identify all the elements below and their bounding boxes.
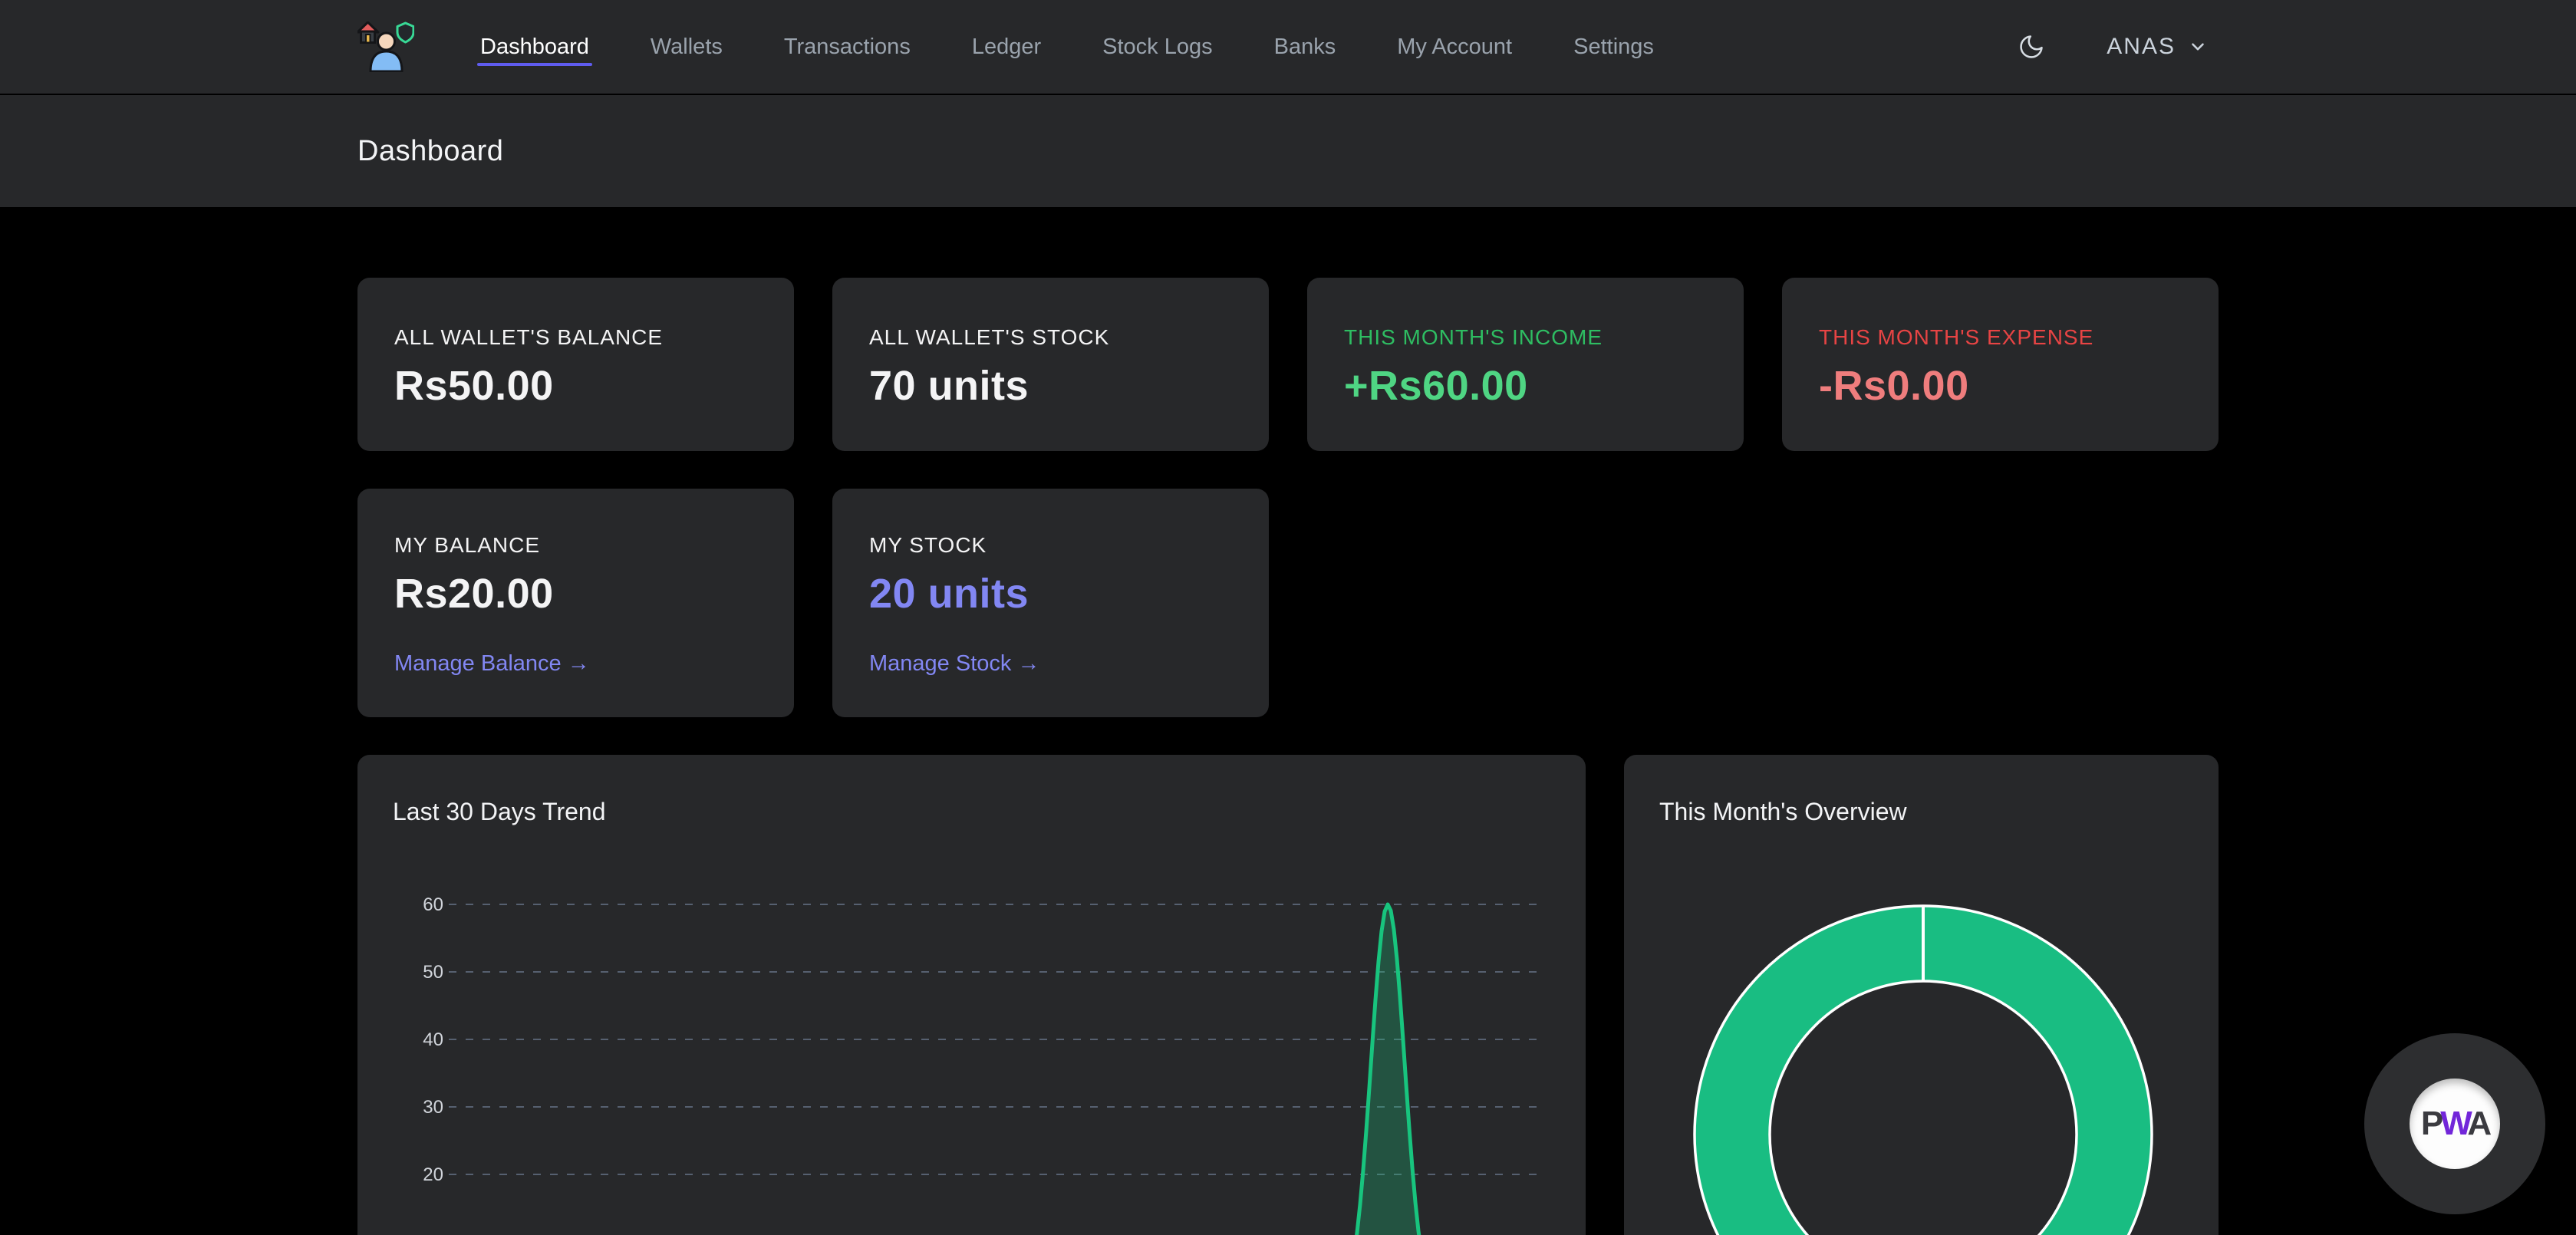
nav-item-settings[interactable]: Settings [1573,34,1654,59]
stat-label: THIS MONTH'S EXPENSE [1819,325,2094,349]
card-all-wallets-stock: ALL WALLET'S STOCK 70 units [832,278,1269,451]
card-month-income: THIS MONTH'S INCOME +Rs60.00 [1307,278,1744,451]
stat-label: THIS MONTH'S INCOME [1344,325,1603,349]
pwa-letter-p: P [2420,1105,2443,1142]
stats-row: ALL WALLET'S BALANCE Rs50.00 ALL WALLET'… [357,278,2219,451]
pwa-letter-w: W [2440,1105,2470,1142]
trend-chart-title: Last 30 Days Trend [393,798,606,825]
stat-value: Rs50.00 [394,363,554,409]
card-my-stock: MY STOCK 20 units Manage Stock → [832,489,1269,717]
nav-item-dashboard[interactable]: Dashboard [477,0,592,94]
dark-mode-toggle[interactable] [2016,31,2047,62]
pwa-logo-icon: PWA [2410,1079,2500,1169]
nav-item-banks[interactable]: Banks [1273,34,1336,59]
svg-text:60: 60 [423,894,443,915]
top-navbar: Dashboard Wallets Transactions Ledger St… [0,0,2576,95]
card-all-wallets-balance: ALL WALLET'S BALANCE Rs50.00 [357,278,794,451]
stat-value: 70 units [869,363,1029,409]
navbar-right: ANAS [2016,31,2208,62]
stat-value: +Rs60.00 [1344,363,1528,409]
navbar-left: Dashboard Wallets Transactions Ledger St… [357,0,1654,94]
svg-text:50: 50 [423,962,443,983]
nav-item-stock-logs[interactable]: Stock Logs [1102,34,1213,59]
overview-donut-card: This Month's Overview [1624,755,2219,1235]
manage-label: MY BALANCE [394,533,540,557]
overview-chart-title: This Month's Overview [1659,798,1907,825]
app-logo-icon[interactable] [357,21,414,72]
user-name: ANAS [2107,34,2176,59]
card-month-expense: THIS MONTH'S EXPENSE -Rs0.00 [1782,278,2219,451]
svg-text:40: 40 [423,1029,443,1050]
nav-item-wallets[interactable]: Wallets [650,34,723,59]
chevron-down-icon [2192,43,2204,51]
svg-text:30: 30 [423,1097,443,1118]
pwa-install-badge[interactable]: PWA [2364,1033,2545,1214]
overview-donut-chart [1693,904,2153,1235]
page-header: Dashboard [0,95,2576,207]
trend-line-chart: 60 50 40 30 20 [423,894,1538,1235]
nav-item-ledger[interactable]: Ledger [971,34,1042,59]
charts-row: 60 50 40 30 20 Last 30 Days Trend This Month… [357,755,2219,1235]
manage-value: Rs20.00 [394,571,554,617]
nav-items: Dashboard Wallets Transactions Ledger St… [477,0,1654,94]
svg-text:20: 20 [423,1164,443,1185]
page-title: Dashboard [357,134,504,167]
manage-stock-link[interactable]: Manage Stock → [869,651,1040,676]
stat-label: ALL WALLET'S STOCK [869,325,1110,349]
stat-value: -Rs0.00 [1819,363,1969,409]
manage-balance-link[interactable]: Manage Balance → [394,651,590,676]
main-content: ALL WALLET'S BALANCE Rs50.00 ALL WALLET'… [357,207,2219,1235]
stat-label: ALL WALLET'S BALANCE [394,325,664,349]
pwa-letter-a: A [2467,1105,2492,1142]
trend-chart-card: 60 50 40 30 20 Last 30 Days Trend [357,755,1586,1235]
nav-item-my-account[interactable]: My Account [1397,34,1513,59]
manage-row: MY BALANCE Rs20.00 Manage Balance → MY S… [357,489,2219,717]
moon-icon [2020,35,2044,58]
manage-label: MY STOCK [869,533,987,557]
card-my-balance: MY BALANCE Rs20.00 Manage Balance → [357,489,794,717]
user-menu[interactable]: ANAS [2107,34,2208,60]
manage-value: 20 units [869,571,1029,617]
nav-item-transactions[interactable]: Transactions [783,34,911,59]
